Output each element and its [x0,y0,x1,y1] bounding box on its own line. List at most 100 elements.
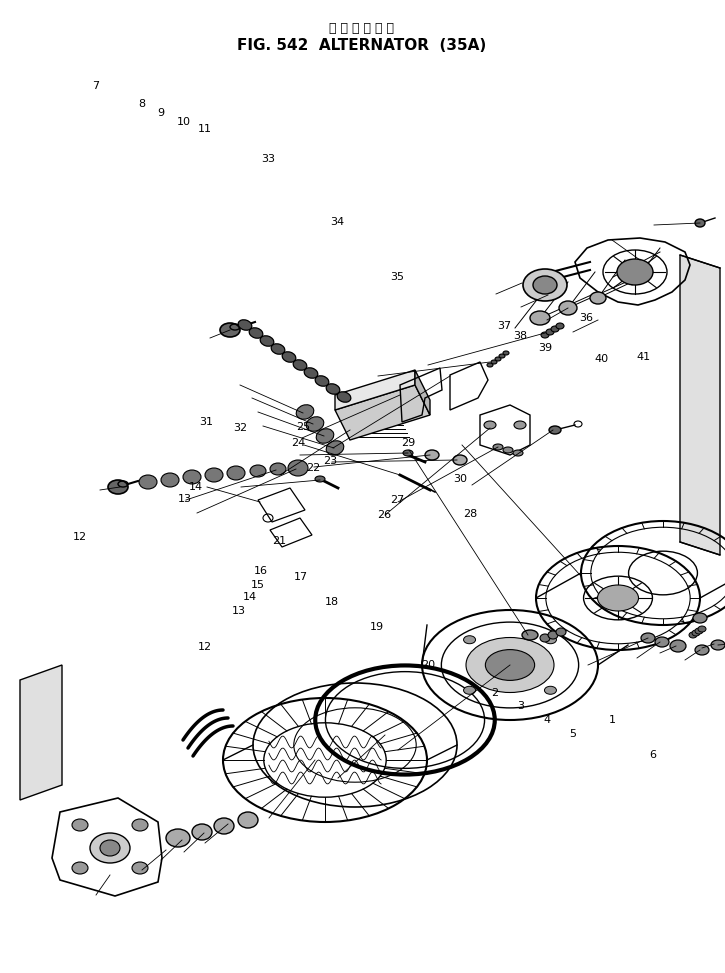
Ellipse shape [72,862,88,874]
Ellipse shape [617,259,653,285]
Text: 8: 8 [138,99,145,109]
Ellipse shape [220,323,240,337]
Ellipse shape [556,323,564,329]
Polygon shape [335,385,430,440]
Ellipse shape [523,269,567,301]
Ellipse shape [655,637,669,647]
Text: 30: 30 [453,474,468,484]
Text: 36: 36 [579,313,593,323]
Ellipse shape [559,301,577,315]
Text: 6: 6 [649,750,656,760]
Text: 10: 10 [176,117,191,126]
Text: 27: 27 [390,495,405,505]
Ellipse shape [316,429,334,444]
Ellipse shape [326,441,344,455]
Text: 7: 7 [92,81,99,90]
Ellipse shape [326,383,340,394]
Text: 31: 31 [199,417,214,427]
Ellipse shape [695,628,703,634]
Ellipse shape [698,626,706,632]
Text: 22: 22 [306,463,320,473]
Text: 21: 21 [272,536,286,546]
Text: 26: 26 [377,510,392,520]
Text: 5: 5 [569,729,576,739]
Ellipse shape [227,466,245,480]
Ellipse shape [556,628,566,636]
Text: 29: 29 [401,438,415,448]
Ellipse shape [597,585,639,611]
Text: 13: 13 [178,494,192,504]
Ellipse shape [315,476,325,482]
Text: 24: 24 [291,438,306,448]
Ellipse shape [249,328,263,339]
Ellipse shape [463,686,476,695]
Text: 9: 9 [157,108,165,118]
Ellipse shape [239,320,252,330]
Text: オ ル タ ネ ー タ: オ ル タ ネ ー タ [329,22,394,35]
Ellipse shape [549,426,561,434]
Ellipse shape [514,421,526,429]
Polygon shape [680,255,720,555]
Ellipse shape [271,343,285,354]
Ellipse shape [590,292,606,304]
Text: 38: 38 [513,331,528,341]
Ellipse shape [463,635,476,644]
Text: 33: 33 [261,154,276,163]
Text: 2: 2 [492,688,499,698]
Text: 40: 40 [594,354,609,364]
Ellipse shape [214,818,234,834]
Text: 16: 16 [254,566,268,576]
Polygon shape [335,370,415,410]
Text: 1: 1 [609,715,616,725]
Text: 34: 34 [330,217,344,227]
Ellipse shape [192,824,212,840]
Ellipse shape [485,650,534,680]
Ellipse shape [487,363,493,367]
Ellipse shape [90,833,130,863]
Text: 23: 23 [323,456,338,466]
Text: 35: 35 [390,272,405,282]
Ellipse shape [205,468,223,482]
Ellipse shape [425,450,439,460]
Text: 13: 13 [232,606,246,616]
Ellipse shape [238,812,258,828]
Ellipse shape [315,376,329,386]
Ellipse shape [546,329,554,335]
Ellipse shape [695,645,709,655]
Ellipse shape [541,332,549,338]
Ellipse shape [132,862,148,874]
Ellipse shape [503,351,509,355]
Ellipse shape [495,357,501,361]
Text: 17: 17 [294,572,308,582]
Text: 39: 39 [538,343,552,353]
Polygon shape [415,370,430,415]
Ellipse shape [544,635,557,644]
Ellipse shape [466,637,554,693]
Text: 3: 3 [517,702,524,711]
Ellipse shape [530,311,550,325]
Ellipse shape [499,354,505,358]
Ellipse shape [695,219,705,227]
Ellipse shape [453,455,467,465]
Text: 18: 18 [325,597,339,607]
Ellipse shape [337,392,351,402]
Text: 19: 19 [370,622,384,631]
Ellipse shape [491,360,497,364]
Ellipse shape [250,465,266,477]
Text: 28: 28 [463,509,477,519]
Ellipse shape [493,444,503,450]
Text: FIG. 542  ALTERNATOR  (35A): FIG. 542 ALTERNATOR (35A) [237,38,486,53]
Text: 14: 14 [188,482,203,491]
Ellipse shape [548,631,558,639]
Ellipse shape [403,450,413,456]
Text: 20: 20 [420,660,435,669]
Ellipse shape [533,276,557,294]
Ellipse shape [711,640,725,650]
Text: 12: 12 [197,642,212,652]
Text: 32: 32 [233,423,248,433]
Text: 41: 41 [637,352,651,362]
Ellipse shape [304,368,318,378]
Ellipse shape [282,352,296,362]
Ellipse shape [551,326,559,332]
Ellipse shape [183,470,201,484]
